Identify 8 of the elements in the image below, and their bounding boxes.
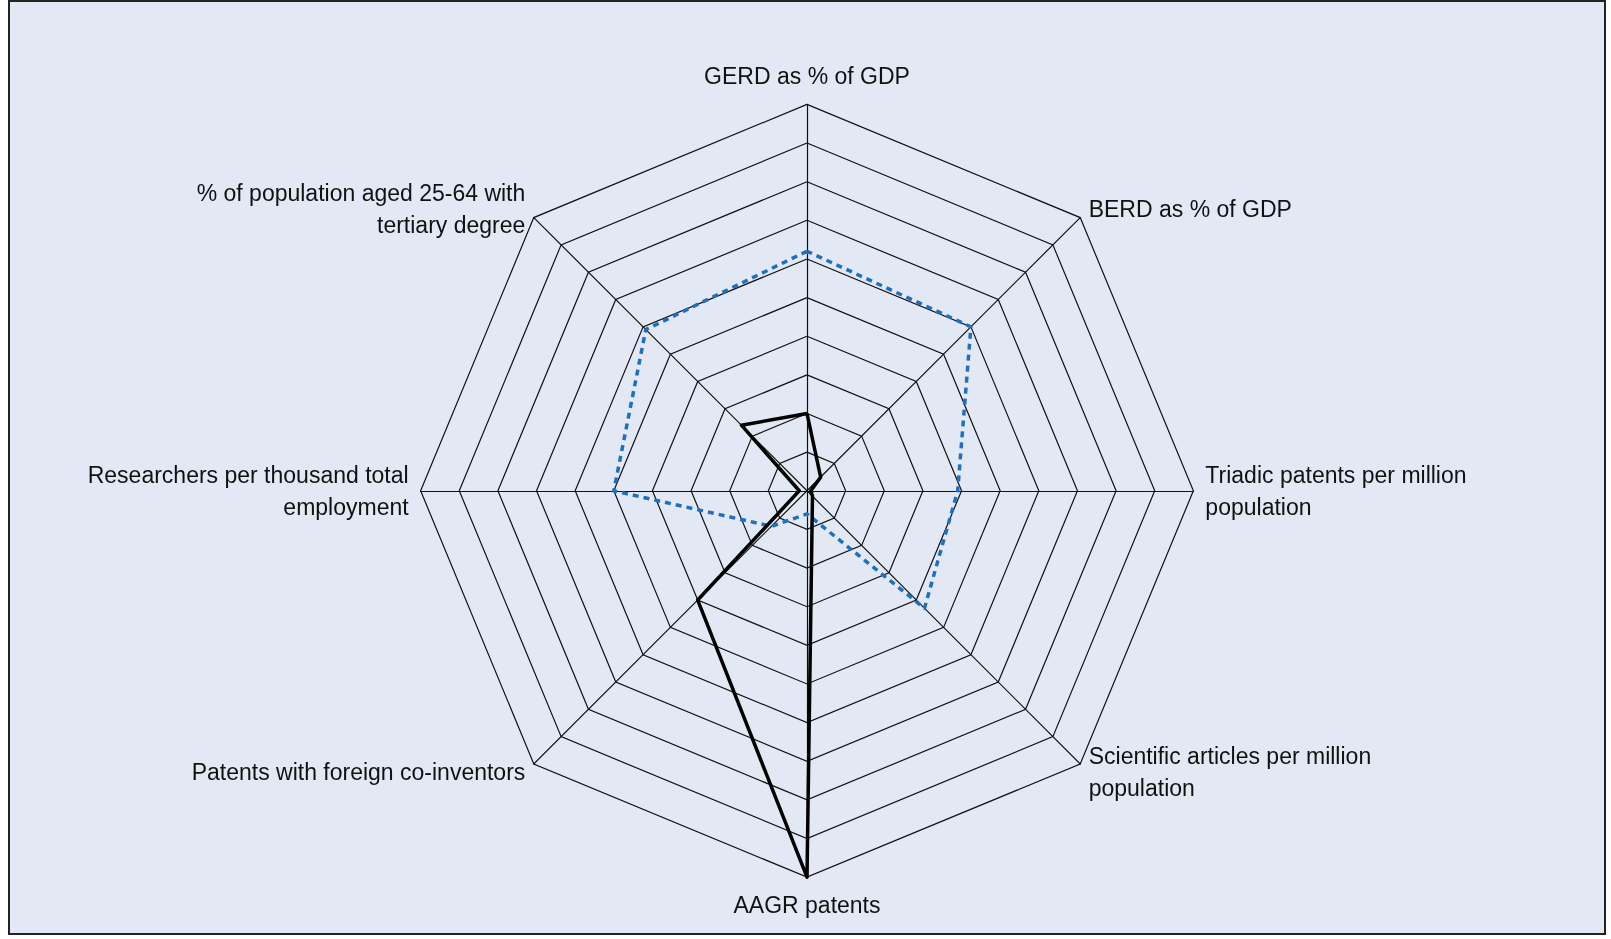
spoke-label: BERD as % of GDP [1088, 196, 1292, 223]
spoke-label: % of population aged 25-64 with tertiary degree [196, 180, 526, 239]
spoke-label: Patents with foreign co-inventors [191, 759, 526, 786]
spoke-label: Scientific articles per million population [1088, 743, 1372, 802]
spoke-label: AAGR patents [733, 892, 881, 919]
spoke-label: Triadic patents per million population [1205, 461, 1467, 520]
spoke-label: GERD as % of GDP [704, 63, 910, 90]
spoke-label: Researchers per thousand total employment [87, 461, 410, 520]
